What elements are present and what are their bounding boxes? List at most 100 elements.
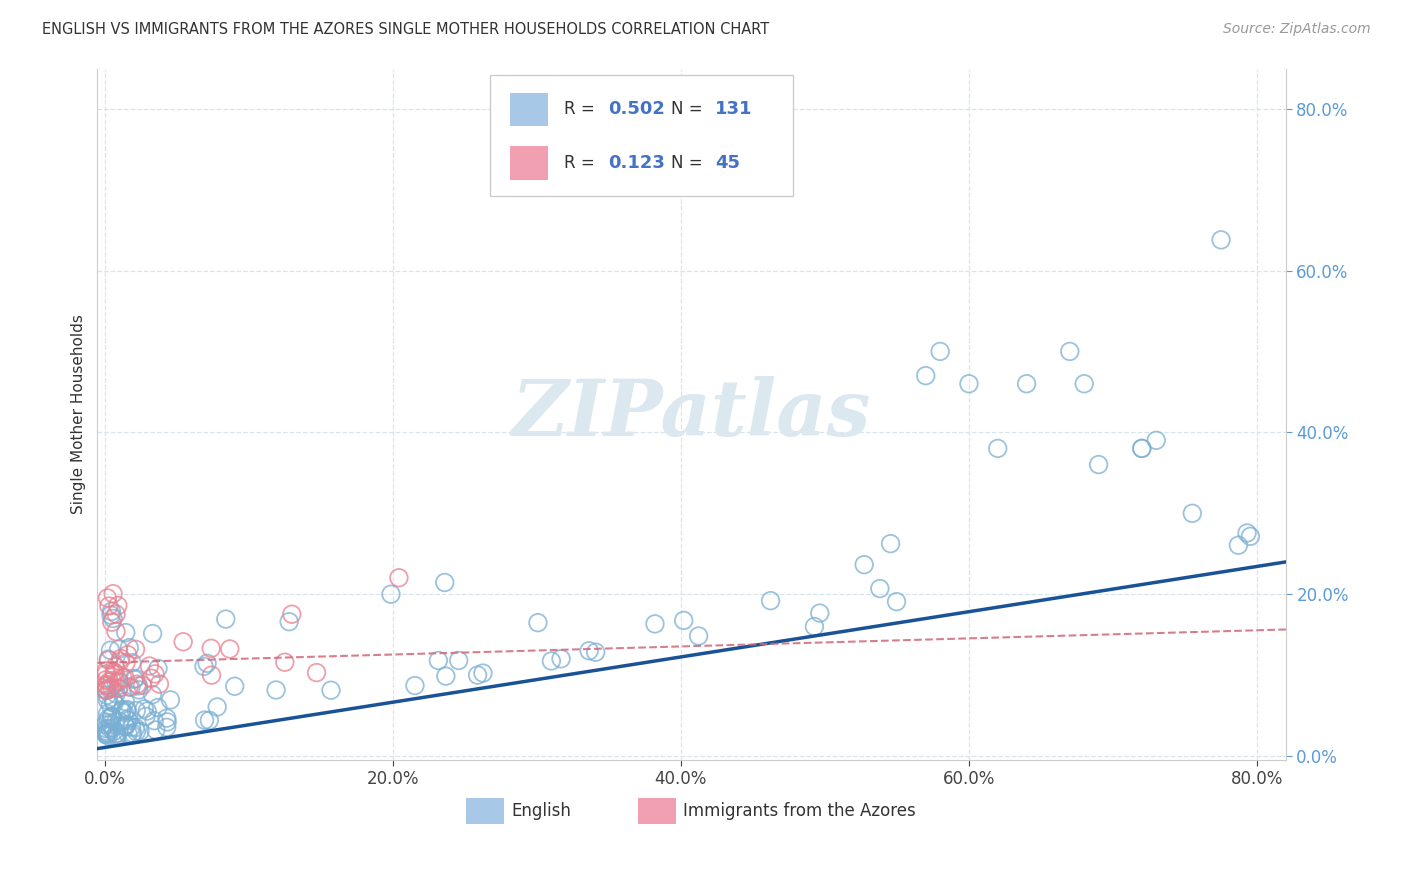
Text: N =: N = <box>672 101 709 119</box>
Point <box>115 702 138 716</box>
Point <box>427 653 450 667</box>
Point <box>527 615 550 630</box>
Point <box>125 724 148 739</box>
Point <box>195 657 218 671</box>
Point <box>96 683 118 698</box>
Point <box>121 728 143 742</box>
Point <box>115 717 138 731</box>
Point <box>156 720 179 734</box>
Point <box>101 709 124 723</box>
Point <box>388 571 411 585</box>
Point <box>200 641 222 656</box>
Point <box>94 715 117 730</box>
Point <box>172 634 194 648</box>
Point <box>97 729 120 743</box>
Point <box>200 668 222 682</box>
Point <box>94 718 117 732</box>
Point <box>274 655 297 669</box>
Point <box>198 714 221 728</box>
Point <box>114 718 136 732</box>
Point <box>100 717 122 731</box>
FancyBboxPatch shape <box>638 797 676 824</box>
Point <box>94 667 117 681</box>
Point <box>101 673 124 688</box>
Point <box>118 680 141 694</box>
Point <box>111 705 134 719</box>
Point <box>1209 233 1232 247</box>
Point <box>105 726 128 740</box>
Point <box>585 645 607 659</box>
Point <box>97 726 120 740</box>
Point <box>136 704 159 718</box>
Point <box>146 700 169 714</box>
Point <box>121 656 143 670</box>
Point <box>135 709 157 723</box>
Point <box>108 714 131 729</box>
Text: 131: 131 <box>716 101 752 119</box>
Text: Source: ZipAtlas.com: Source: ZipAtlas.com <box>1223 22 1371 37</box>
Point <box>94 683 117 698</box>
Point <box>404 679 426 693</box>
Point <box>115 656 138 670</box>
Point <box>114 719 136 733</box>
Point <box>128 682 150 697</box>
Point <box>107 681 129 696</box>
Point <box>319 683 342 698</box>
Point <box>117 714 139 728</box>
Point <box>112 706 135 720</box>
Point <box>578 644 600 658</box>
Point <box>98 681 121 696</box>
Point <box>103 693 125 707</box>
Point <box>96 688 118 702</box>
FancyBboxPatch shape <box>465 797 503 824</box>
Point <box>94 682 117 697</box>
Point <box>434 669 457 683</box>
Point <box>101 721 124 735</box>
Point <box>134 702 156 716</box>
Point <box>1236 526 1258 541</box>
Point <box>278 615 301 629</box>
Point <box>105 607 128 621</box>
Point <box>103 695 125 709</box>
Text: 0.502: 0.502 <box>609 101 665 119</box>
Text: 0.123: 0.123 <box>609 154 665 172</box>
Point <box>1059 344 1081 359</box>
Point <box>1130 442 1153 456</box>
Point <box>105 727 128 741</box>
Text: N =: N = <box>672 154 709 172</box>
Point <box>1087 458 1109 472</box>
Text: ZIPatlas: ZIPatlas <box>512 376 872 452</box>
Text: English: English <box>510 802 571 820</box>
Point <box>193 659 215 673</box>
Point <box>114 720 136 734</box>
Point <box>205 700 228 714</box>
Point <box>94 673 117 687</box>
Point <box>156 711 179 725</box>
Point <box>94 664 117 678</box>
Point <box>103 665 125 679</box>
Point <box>141 671 163 685</box>
Text: R =: R = <box>564 101 600 119</box>
Text: ENGLISH VS IMMIGRANTS FROM THE AZORES SINGLE MOTHER HOUSEHOLDS CORRELATION CHART: ENGLISH VS IMMIGRANTS FROM THE AZORES SI… <box>42 22 769 37</box>
Point <box>467 668 489 682</box>
Point <box>96 693 118 707</box>
Point <box>94 722 117 736</box>
Point <box>105 687 128 701</box>
Point <box>433 575 456 590</box>
Point <box>107 728 129 742</box>
Point <box>1239 529 1261 543</box>
Point <box>156 714 179 729</box>
Point <box>111 671 134 685</box>
Point <box>117 727 139 741</box>
Point <box>380 587 402 601</box>
Point <box>914 368 936 383</box>
FancyBboxPatch shape <box>510 93 548 126</box>
Point <box>672 614 695 628</box>
Text: Immigrants from the Azores: Immigrants from the Azores <box>683 802 917 820</box>
Point <box>114 694 136 708</box>
Point <box>111 703 134 717</box>
Point <box>97 653 120 667</box>
Point <box>107 599 129 613</box>
Point <box>121 726 143 740</box>
Point <box>114 671 136 685</box>
